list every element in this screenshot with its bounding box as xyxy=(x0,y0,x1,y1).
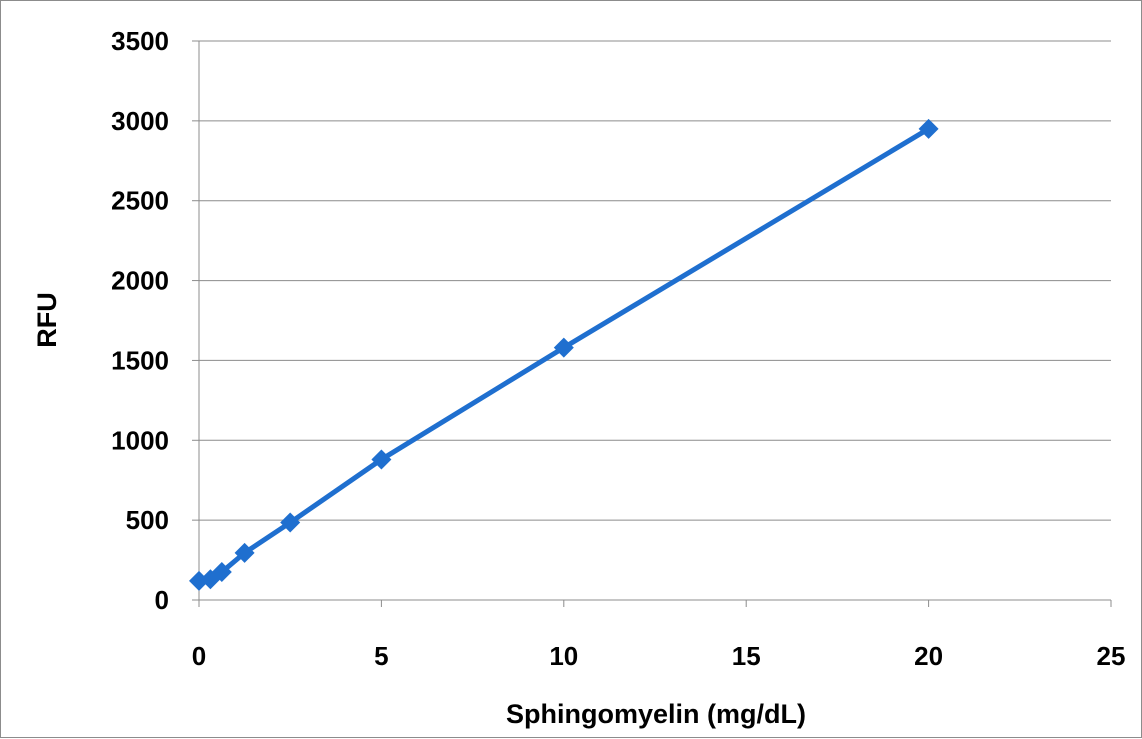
data-point-marker xyxy=(918,118,939,139)
x-tick-label: 5 xyxy=(374,641,388,671)
x-tick-labels: 0 5 10 15 20 25 xyxy=(192,641,1126,671)
x-tick-label: 20 xyxy=(914,641,943,671)
data-point-marker xyxy=(553,337,574,358)
data-point-marker xyxy=(371,449,392,470)
data-point-marker xyxy=(234,542,255,563)
y-tick-label: 2000 xyxy=(111,266,169,296)
x-tick-label: 15 xyxy=(732,641,761,671)
x-axis-title: Sphingomyelin (mg/dL) xyxy=(506,699,806,729)
x-tick-label: 0 xyxy=(192,641,206,671)
axes xyxy=(192,40,1112,607)
y-axis-title: RFU xyxy=(32,292,62,348)
y-tick-label: 3000 xyxy=(111,106,169,136)
data-point-marker xyxy=(211,562,232,583)
x-tick-label: 25 xyxy=(1097,641,1126,671)
y-tick-labels: 0 500 1000 1500 2000 2500 3000 3500 xyxy=(111,26,169,615)
y-tick-label: 2500 xyxy=(111,186,169,216)
x-tick-label: 10 xyxy=(549,641,578,671)
series xyxy=(189,118,939,591)
y-tick-label: 1500 xyxy=(111,345,169,375)
y-tick-label: 3500 xyxy=(111,26,169,56)
gridlines xyxy=(199,40,1111,521)
y-tick-label: 500 xyxy=(126,505,169,535)
data-point-marker xyxy=(280,512,301,533)
y-tick-label: 1000 xyxy=(111,425,169,455)
y-tick-label: 0 xyxy=(155,585,169,615)
